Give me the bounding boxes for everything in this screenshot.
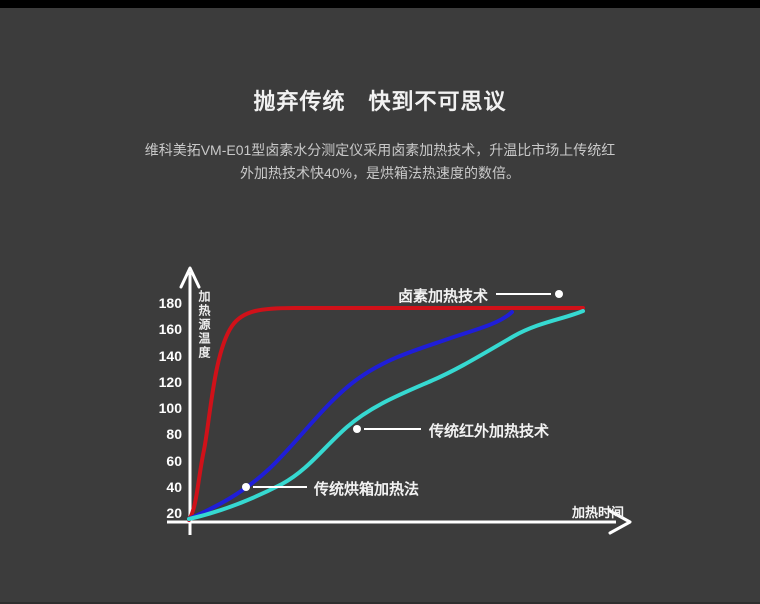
y-tick: 40 xyxy=(166,478,182,495)
description-line-2: 外加热技术快40%，是烘箱法热速度的数倍。 xyxy=(239,165,521,181)
curve-label-halogen: 卤素加热技术 xyxy=(398,288,489,305)
y-tick: 20 xyxy=(166,505,182,521)
top-black-bar xyxy=(0,0,760,8)
y-tick: 100 xyxy=(158,400,182,416)
curve-label-infrared: 传统红外加热技术 xyxy=(429,423,550,440)
x-axis-arrow-icon xyxy=(608,509,632,535)
y-tick: 180 xyxy=(158,295,182,311)
oven-leader-dot xyxy=(242,483,250,491)
y-tick: 60 xyxy=(166,452,182,469)
product-description: 维科美拓VM-E01型卤素水分测定仪采用卤素加热技术，升温比市场上传统红 外加热… xyxy=(0,139,760,185)
description-line-1: 维科美拓VM-E01型卤素水分测定仪采用卤素加热技术，升温比市场上传统红 xyxy=(144,142,616,158)
y-axis-title: 加热源温度 xyxy=(197,290,211,360)
bottom-edge-divider xyxy=(0,602,760,604)
halogen-curve xyxy=(187,306,585,522)
y-tick: 120 xyxy=(158,373,182,390)
curve-label-oven: 传统烘箱加热法 xyxy=(314,481,420,498)
x-axis-title: 加热时间 xyxy=(572,505,625,520)
y-axis-tick-labels: 180 160 140 120 100 80 60 40 20 xyxy=(118,294,182,522)
infrared-leader-dot xyxy=(353,425,361,433)
y-axis-arrow-icon xyxy=(179,266,201,289)
halogen-leader-dot xyxy=(555,290,563,298)
y-tick: 80 xyxy=(166,426,182,443)
y-tick: 160 xyxy=(158,321,182,338)
page-title: 抛弃传统 快到不可思议 xyxy=(253,89,507,114)
y-tick: 140 xyxy=(158,347,182,364)
infrared-curve xyxy=(187,309,585,521)
